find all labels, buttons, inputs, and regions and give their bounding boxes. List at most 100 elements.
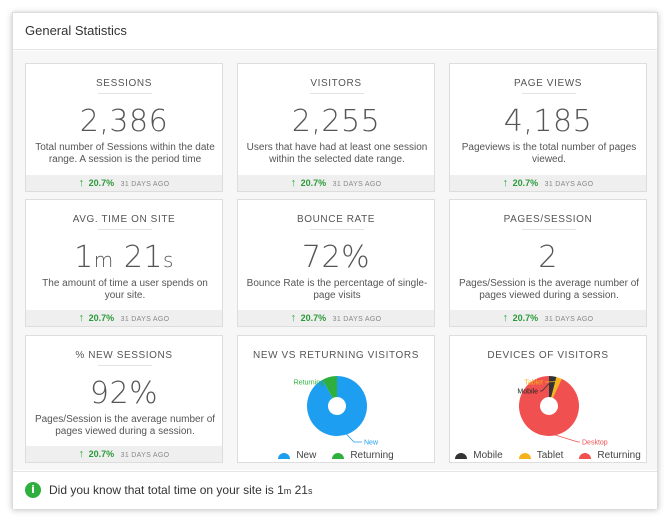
legend-label: Returning bbox=[350, 450, 394, 461]
title-divider bbox=[98, 365, 152, 366]
card-value: 92% bbox=[89, 376, 159, 411]
arrow-up-icon: ↑ bbox=[290, 312, 297, 324]
slice-label-mobile: Mobile bbox=[517, 389, 538, 396]
trend-value: 20.7% bbox=[88, 313, 115, 323]
legend-item-mobile[interactable]: Mobile bbox=[455, 450, 503, 461]
chart-legend: New Returning bbox=[238, 450, 434, 461]
legend-item-returning[interactable]: Returning bbox=[332, 450, 394, 461]
value-seconds: 21 bbox=[113, 240, 163, 275]
label-connector bbox=[326, 380, 331, 383]
card-trend: ↑ 20.7% 31 DAYS AGO bbox=[26, 446, 222, 462]
trend-value: 20.7% bbox=[512, 178, 539, 188]
card-trend: ↑ 20.7% 31 DAYS AGO bbox=[450, 310, 646, 326]
title-divider bbox=[310, 229, 364, 230]
pie-slice-returning[interactable] bbox=[322, 376, 337, 399]
slice-label-tablet: Tablet bbox=[524, 380, 543, 387]
new-sessions-card: % NEW SESSIONS 92% Pages/Session is the … bbox=[25, 335, 223, 463]
card-title: PAGE VIEWS bbox=[513, 78, 583, 89]
new-vs-returning-chart: Returning New bbox=[294, 376, 379, 447]
card-title: SESSIONS bbox=[96, 78, 152, 89]
card-trend: ↑ 20.7% 31 DAYS AGO bbox=[26, 175, 222, 191]
card-description: Pages/Session is the average number of p… bbox=[34, 414, 216, 437]
legend-item-tablet[interactable]: Tablet bbox=[518, 450, 564, 461]
card-value: 2,255 bbox=[291, 104, 381, 139]
devices-chart: Mobile Tablet Desktop bbox=[517, 376, 608, 447]
card-value: 1m 21s bbox=[26, 240, 222, 275]
label-connector bbox=[343, 430, 362, 443]
bounce-rate-card: BOUNCE RATE 72% Bounce Rate is the perce… bbox=[237, 199, 435, 327]
trend-value: 20.7% bbox=[88, 449, 115, 459]
panel-title: General Statistics bbox=[13, 13, 657, 50]
card-title: AVG. TIME ON SITE bbox=[72, 214, 176, 225]
card-title: BOUNCE RATE bbox=[296, 214, 376, 225]
arrow-up-icon: ↑ bbox=[78, 312, 85, 324]
title-divider bbox=[310, 93, 364, 94]
general-statistics-panel: General Statistics SESSIONS 2,386 Total … bbox=[12, 12, 658, 509]
arrow-up-icon: ↑ bbox=[78, 448, 85, 460]
legend-item-new[interactable]: New bbox=[278, 450, 316, 461]
card-title: % NEW SESSIONS bbox=[75, 350, 173, 361]
card-trend: ↑ 20.7% 31 DAYS AGO bbox=[450, 175, 646, 191]
legend-label: Mobile bbox=[473, 450, 503, 461]
legend-swatch-tablet bbox=[518, 452, 531, 459]
footer-value-seconds: 21 bbox=[291, 483, 308, 497]
trend-period: 31 DAYS AGO bbox=[120, 316, 170, 323]
legend-swatch-desktop bbox=[579, 452, 592, 459]
arrow-up-icon: ↑ bbox=[502, 177, 509, 189]
arrow-up-icon: ↑ bbox=[502, 312, 509, 324]
panel-footer: i Did you know that total time on your s… bbox=[13, 471, 657, 509]
card-value: 2,386 bbox=[79, 104, 169, 139]
trend-value: 20.7% bbox=[88, 178, 115, 188]
legend-swatch-mobile bbox=[455, 452, 468, 459]
card-description: Pageviews is the total number of pages v… bbox=[461, 142, 637, 165]
trend-period: 31 DAYS AGO bbox=[120, 181, 170, 188]
slice-label-new: New bbox=[364, 440, 379, 447]
value-unit-seconds: s bbox=[162, 248, 174, 272]
devices-card: DEVICES OF VISITORS Mobile Tablet Desktop … bbox=[449, 335, 647, 463]
footer-unit-seconds: s bbox=[307, 486, 313, 496]
card-description: Total number of Sessions within the date… bbox=[35, 142, 215, 165]
card-value: 4,185 bbox=[503, 104, 593, 139]
value-unit-minutes: m bbox=[93, 248, 114, 272]
label-connector bbox=[540, 379, 553, 392]
pie-slice-new[interactable] bbox=[307, 376, 368, 436]
pie-slice-tablet[interactable] bbox=[551, 376, 562, 398]
pie-slice-desktop[interactable] bbox=[519, 376, 579, 436]
trend-period: 31 DAYS AGO bbox=[332, 316, 382, 323]
card-description: Users that have had at least one session… bbox=[246, 142, 428, 165]
trend-value: 20.7% bbox=[512, 313, 539, 323]
card-trend: ↑ 20.7% 31 DAYS AGO bbox=[26, 310, 222, 326]
card-value: 2 bbox=[538, 240, 558, 275]
legend-swatch-new bbox=[278, 452, 291, 459]
legend-item-desktop[interactable]: Returning bbox=[579, 450, 641, 461]
card-description: Bounce Rate is the percentage of single-… bbox=[246, 278, 428, 301]
pages-session-card: PAGES/SESSION 2 Pages/Session is the ave… bbox=[449, 199, 647, 327]
trend-period: 31 DAYS AGO bbox=[332, 181, 382, 188]
title-divider bbox=[98, 229, 152, 230]
stats-grid: SESSIONS 2,386 Total number of Sessions … bbox=[13, 51, 657, 470]
trend-period: 31 DAYS AGO bbox=[120, 452, 170, 459]
card-title: VISITORS bbox=[310, 78, 362, 89]
trend-value: 20.7% bbox=[300, 313, 327, 323]
legend-swatch-returning bbox=[332, 452, 345, 459]
trend-period: 31 DAYS AGO bbox=[544, 181, 594, 188]
visitors-card: VISITORS 2,255 Users that have had at le… bbox=[237, 63, 435, 192]
legend-label: New bbox=[296, 450, 317, 461]
legend-label: Tablet bbox=[536, 450, 564, 461]
label-connector bbox=[543, 430, 580, 443]
footer-text: Did you know that total time on your sit… bbox=[49, 482, 312, 499]
trend-period: 31 DAYS AGO bbox=[544, 316, 594, 323]
arrow-up-icon: ↑ bbox=[78, 177, 85, 189]
title-divider bbox=[522, 229, 576, 230]
slice-label-returning: Returning bbox=[294, 380, 324, 387]
footer-value-minutes: 1 bbox=[277, 483, 284, 497]
avg-time-card: AVG. TIME ON SITE 1m 21s The amount of t… bbox=[25, 199, 223, 327]
card-trend: ↑ 20.7% 31 DAYS AGO bbox=[238, 310, 434, 326]
chart-title: NEW VS RETURNING VISITORS bbox=[253, 350, 419, 361]
card-value: 72% bbox=[301, 240, 371, 275]
new-vs-returning-card: NEW VS RETURNING VISITORS Returning New N… bbox=[237, 335, 435, 463]
sessions-card: SESSIONS 2,386 Total number of Sessions … bbox=[25, 63, 223, 192]
card-title: PAGES/SESSION bbox=[503, 214, 593, 225]
card-trend: ↑ 20.7% 31 DAYS AGO bbox=[238, 175, 434, 191]
chart-legend: Mobile Tablet Returning bbox=[450, 450, 646, 461]
